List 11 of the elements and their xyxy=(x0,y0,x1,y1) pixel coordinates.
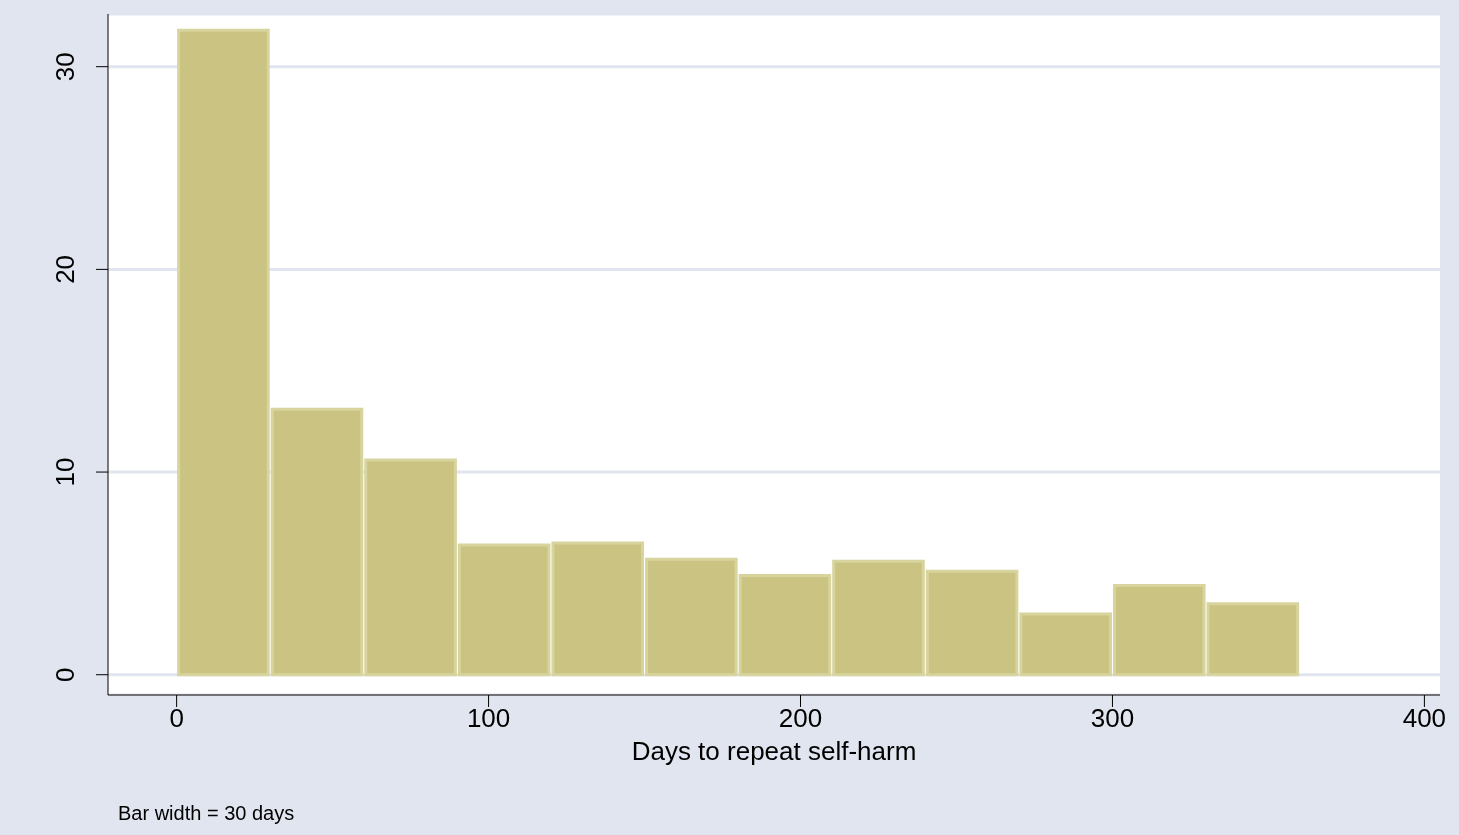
y-tick-label: 20 xyxy=(50,254,80,284)
x-tick-label: 300 xyxy=(1090,703,1135,734)
x-tick-label: 400 xyxy=(1402,703,1447,734)
y-tick-label: 30 xyxy=(50,52,80,82)
x-axis-title: Days to repeat self-harm xyxy=(631,736,917,766)
y-tick-label: 0 xyxy=(50,667,80,682)
x-tick-label: 100 xyxy=(466,703,511,734)
text: Bar width = 30 days xyxy=(118,802,295,825)
x-tick-label: 0 xyxy=(169,703,184,734)
x-tick-label: 200 xyxy=(778,703,823,734)
y-tick-label: 10 xyxy=(50,457,80,487)
